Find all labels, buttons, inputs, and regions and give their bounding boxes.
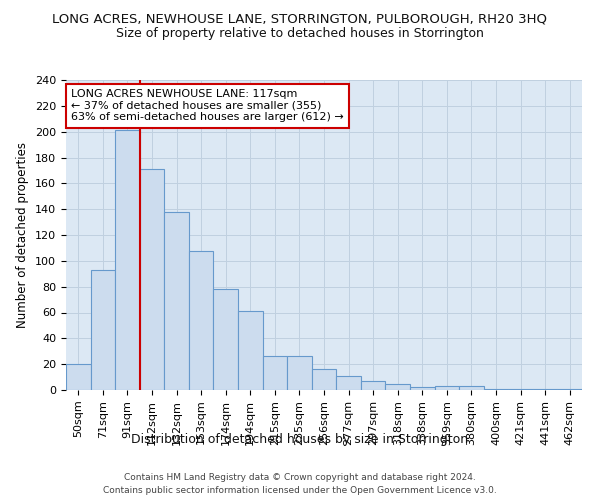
Bar <box>434 386 459 390</box>
Bar <box>385 384 410 390</box>
Bar <box>91 270 115 390</box>
Bar <box>164 212 189 390</box>
Text: LONG ACRES NEWHOUSE LANE: 117sqm
← 37% of detached houses are smaller (355)
63% : LONG ACRES NEWHOUSE LANE: 117sqm ← 37% o… <box>71 90 344 122</box>
Bar <box>312 370 336 390</box>
Bar <box>115 130 140 390</box>
Text: Contains public sector information licensed under the Open Government Licence v3: Contains public sector information licen… <box>103 486 497 495</box>
Bar <box>189 250 214 390</box>
Text: Size of property relative to detached houses in Storrington: Size of property relative to detached ho… <box>116 28 484 40</box>
Bar <box>140 169 164 390</box>
Bar <box>214 289 238 390</box>
Bar <box>287 356 312 390</box>
Bar <box>238 311 263 390</box>
Bar <box>410 388 434 390</box>
Bar <box>263 356 287 390</box>
Text: Contains HM Land Registry data © Crown copyright and database right 2024.: Contains HM Land Registry data © Crown c… <box>124 472 476 482</box>
Bar <box>336 376 361 390</box>
Bar <box>508 388 533 390</box>
Text: Distribution of detached houses by size in Storrington: Distribution of detached houses by size … <box>131 432 469 446</box>
Bar <box>533 388 557 390</box>
Bar <box>484 388 508 390</box>
Bar <box>459 386 484 390</box>
Bar <box>557 388 582 390</box>
Bar <box>66 364 91 390</box>
Text: LONG ACRES, NEWHOUSE LANE, STORRINGTON, PULBOROUGH, RH20 3HQ: LONG ACRES, NEWHOUSE LANE, STORRINGTON, … <box>53 12 548 26</box>
Bar <box>361 381 385 390</box>
Y-axis label: Number of detached properties: Number of detached properties <box>16 142 29 328</box>
